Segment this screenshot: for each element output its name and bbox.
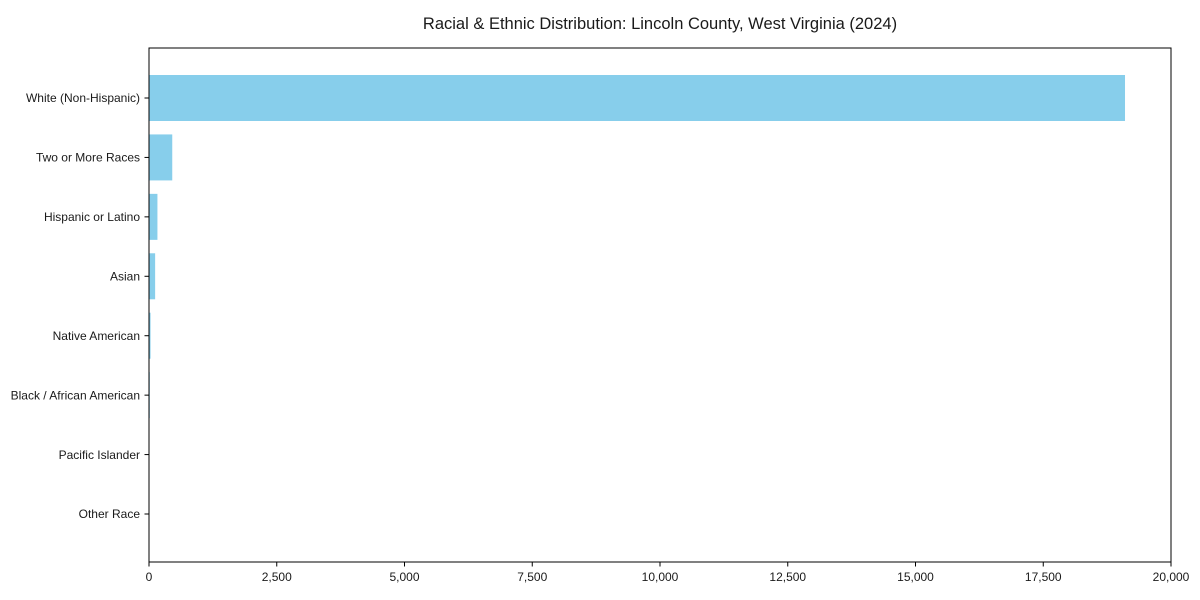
y-tick-label: White (Non-Hispanic) <box>26 91 140 105</box>
x-tick-label: 12,500 <box>769 570 806 584</box>
y-tick-label: Black / African American <box>11 388 140 402</box>
bar <box>149 75 1126 121</box>
x-tick-label: 15,000 <box>897 570 934 584</box>
bar <box>149 312 151 359</box>
x-tick-label: 10,000 <box>642 570 679 584</box>
x-tick-label: 5,000 <box>389 570 419 584</box>
plot-border <box>148 47 1172 563</box>
x-tick-label: 7,500 <box>517 570 547 584</box>
y-tick-label: Native American <box>53 329 140 343</box>
y-tick-label: Hispanic or Latino <box>44 210 140 224</box>
x-tick-label: 17,500 <box>1025 570 1062 584</box>
x-tick-label: 2,500 <box>262 570 292 584</box>
y-tick-label: Other Race <box>79 507 141 521</box>
y-tick-label: Asian <box>110 269 140 283</box>
bar <box>149 193 158 240</box>
chart-title: Racial & Ethnic Distribution: Lincoln Co… <box>423 15 897 33</box>
x-tick-label: 0 <box>146 570 153 584</box>
bar <box>149 134 173 181</box>
bar <box>149 253 156 300</box>
x-tick-label: 20,000 <box>1153 570 1190 584</box>
y-tick-label: Two or More Races <box>36 151 140 165</box>
y-tick-label: Pacific Islander <box>59 448 140 462</box>
plot-area: 0 2,500 5,000 7,500 10,000 12,500 15,000 17,500… <box>11 47 1190 584</box>
